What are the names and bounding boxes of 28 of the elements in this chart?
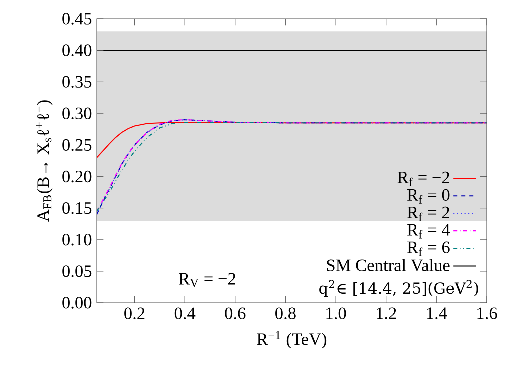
legend-label: R$_{f}$ = 6 xyxy=(408,242,450,256)
annotation: q$^{2}$∈ [14.4, 25](GeV$^{2}$) xyxy=(320,280,478,298)
x-axis-title: R$^{−1}$ (TeV) xyxy=(257,331,327,349)
legend-label: R$_{f}$ = −2 xyxy=(398,172,450,186)
x-tick-label: 0.8 xyxy=(276,308,296,320)
x-tick-label: 1.6 xyxy=(478,308,498,320)
x-tick-label: 0.6 xyxy=(225,308,246,320)
x-tick-label: 0.4 xyxy=(174,308,196,320)
x-tick-label: 1.0 xyxy=(326,308,346,320)
y-tick-label: 0.20 xyxy=(62,170,92,183)
y-tick-label: 0.40 xyxy=(62,44,92,56)
legend-label: R$_{f}$ = 2 xyxy=(408,206,450,222)
y-tick-label: 0.15 xyxy=(62,202,92,214)
x-tick-label: 1.2 xyxy=(377,308,396,320)
legend-label: R$_{f}$ = 0 xyxy=(408,189,450,204)
y-tick-label: 0.35 xyxy=(62,76,92,88)
y-tick-label: 0.30 xyxy=(62,108,92,120)
x-tick-label: 1.4 xyxy=(427,308,448,320)
y-tick-label: 0.45 xyxy=(62,13,92,25)
y-tick-label: 0.10 xyxy=(62,234,92,246)
x-tick-label: 0.2 xyxy=(124,308,145,320)
annotation: R$_{V}$ = −2 xyxy=(179,273,236,288)
legend-label: SM Central Value xyxy=(327,259,450,272)
y-tick-label: 0.00 xyxy=(62,297,92,309)
text: A$_{FB}$(B→ X$_{s}$ℓ$^{+}$ℓ$^{−}$) xyxy=(36,100,53,222)
legend-label: R$_{f}$ = 4 xyxy=(408,224,450,239)
y-tick-label: 0.05 xyxy=(62,266,92,278)
y-tick-label: 0.25 xyxy=(62,139,92,152)
